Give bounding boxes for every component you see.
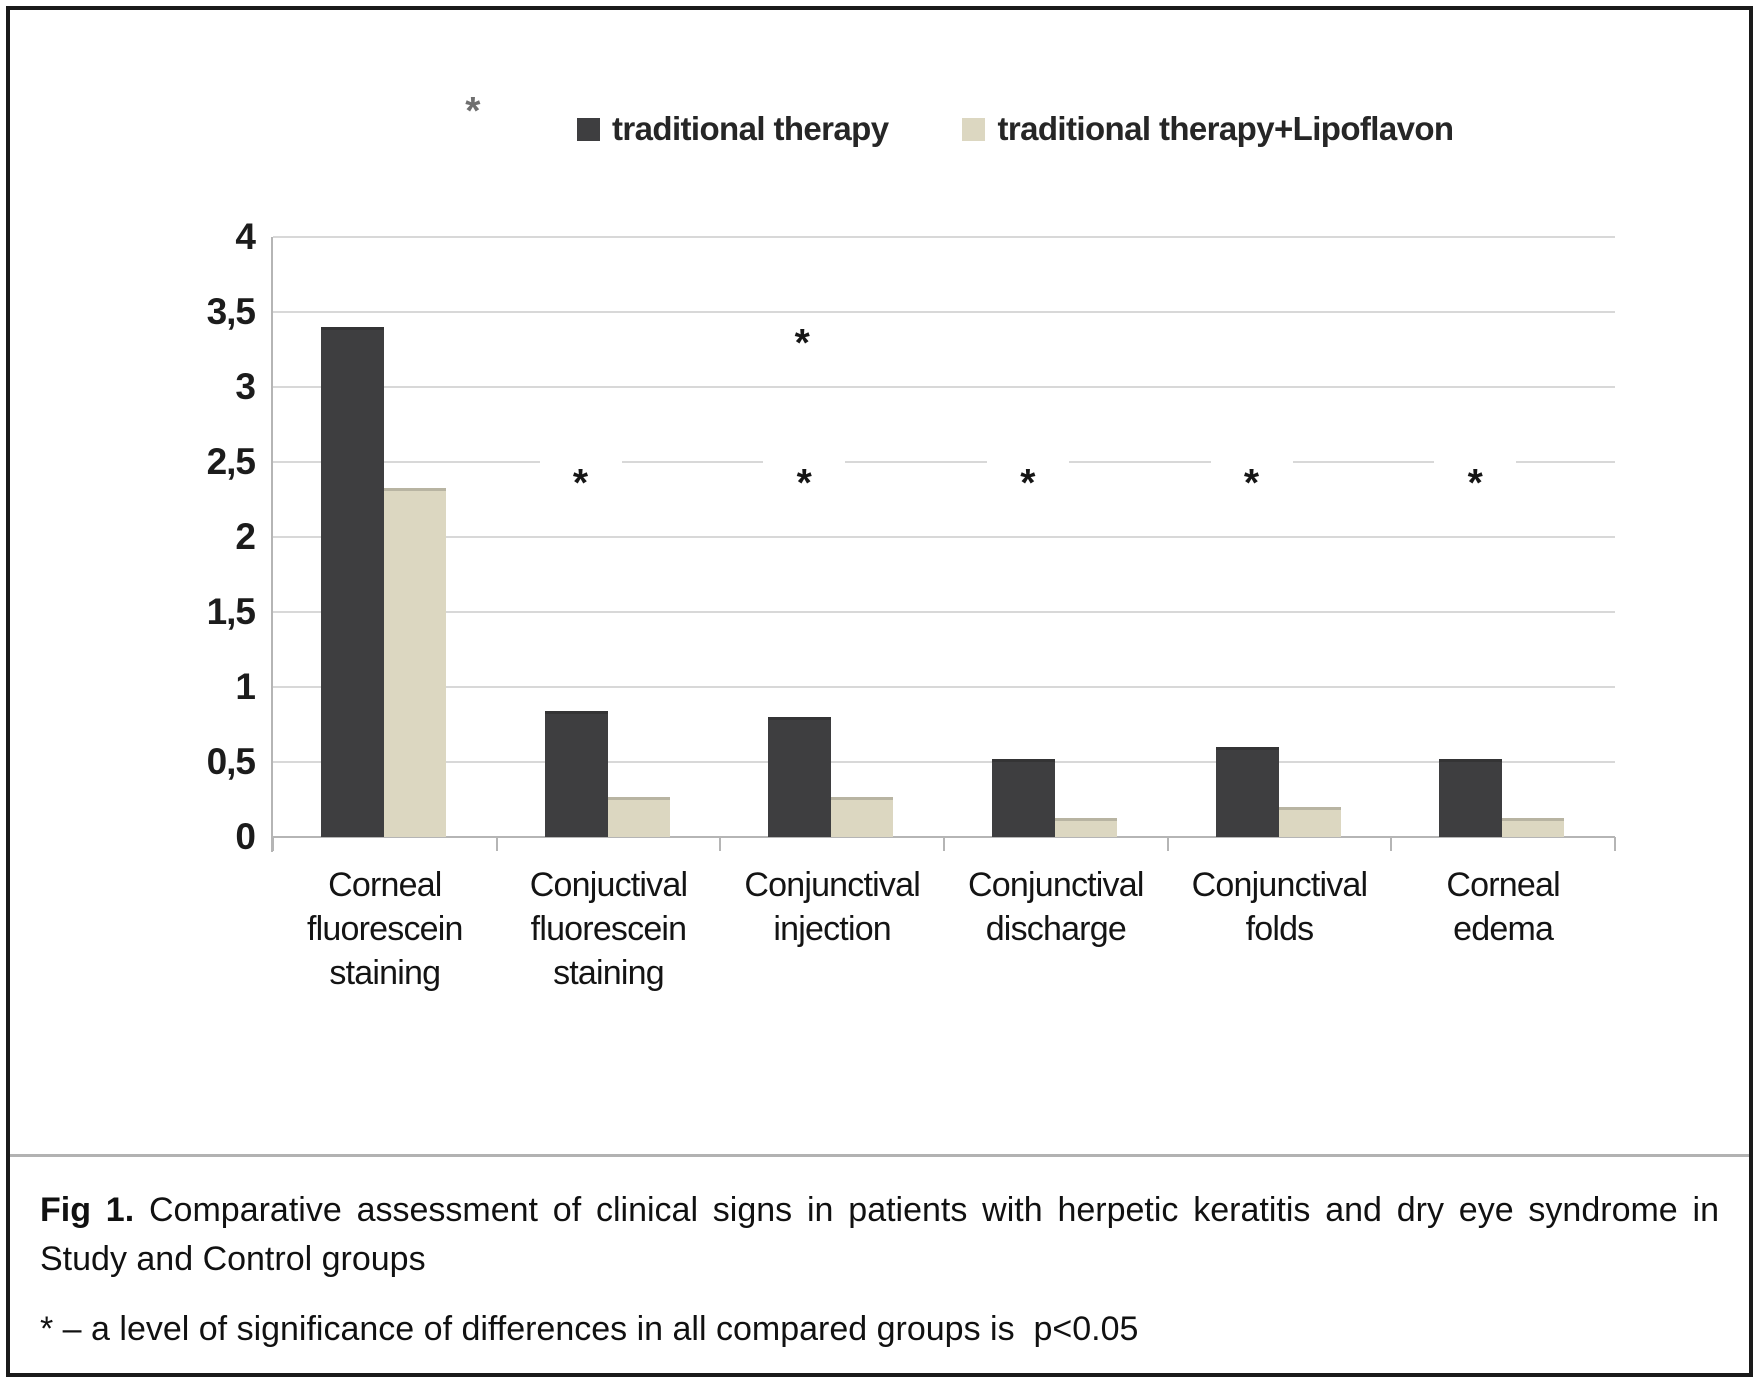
x-axis-tick bbox=[272, 837, 274, 851]
x-category-label: Conjunctival folds bbox=[1154, 863, 1406, 951]
x-category-label-line: edema bbox=[1453, 910, 1554, 948]
gridline bbox=[273, 611, 1615, 613]
gridline bbox=[273, 236, 1615, 238]
significance-footnote: * – a level of significance of differenc… bbox=[40, 1310, 1139, 1348]
x-category-label-line: Conjunctival bbox=[968, 866, 1144, 904]
legend-swatch-icon bbox=[962, 117, 986, 141]
y-tick-label: 3 bbox=[235, 366, 256, 407]
significance-asterisk: * bbox=[794, 322, 810, 365]
x-category-label: Corneal fluorescein staining bbox=[259, 863, 511, 995]
x-axis-tick bbox=[943, 837, 945, 851]
gridline-gap bbox=[1434, 457, 1517, 467]
x-axis-tick bbox=[1390, 837, 1393, 851]
figure-caption-text: Comparative assessment of clinical signs… bbox=[40, 1191, 1719, 1278]
x-category-label-line: folds bbox=[1245, 910, 1315, 948]
x-category-label-line: staining bbox=[329, 954, 441, 992]
y-tick-label: 0 bbox=[235, 816, 256, 857]
bar bbox=[991, 759, 1055, 837]
x-category-label: Conjunctival discharge bbox=[930, 863, 1182, 951]
y-tick-label: 3,5 bbox=[206, 291, 256, 332]
y-axis-line bbox=[271, 237, 273, 852]
x-category-label: Conjunctival injection bbox=[706, 863, 958, 951]
legend-item: traditional therapy+Lipoflavon bbox=[962, 110, 1454, 148]
x-category-label-line: fluorescein bbox=[530, 910, 687, 948]
chart-legend: traditional therapy traditional therapy+L… bbox=[577, 110, 1454, 148]
x-category-label-line: staining bbox=[553, 954, 665, 992]
figure-caption-label: Fig 1. bbox=[40, 1191, 135, 1229]
significance-asterisk: * bbox=[1467, 461, 1483, 505]
gridline-gap bbox=[763, 457, 846, 467]
bar bbox=[1215, 747, 1279, 837]
x-category-label-line: injection bbox=[773, 910, 891, 948]
legend-swatch-icon bbox=[577, 117, 600, 141]
x-category-label-line: Conjuctival bbox=[529, 866, 688, 904]
x-axis-tick bbox=[1614, 837, 1616, 851]
y-tick-label: 4 bbox=[235, 216, 256, 257]
y-tick-label: 2,5 bbox=[206, 441, 256, 482]
bar bbox=[831, 796, 894, 837]
legend-label: traditional therapy bbox=[612, 110, 889, 147]
bar bbox=[1502, 817, 1565, 837]
gridline bbox=[273, 311, 1615, 313]
x-axis-tick bbox=[1166, 837, 1169, 851]
x-category-label-line: discharge bbox=[985, 910, 1127, 948]
bar bbox=[1054, 817, 1117, 837]
gridline bbox=[273, 686, 1615, 688]
x-category-label-line: fluorescein bbox=[307, 910, 463, 948]
significance-asterisk: * bbox=[465, 89, 481, 133]
gridline-gap bbox=[1210, 457, 1293, 467]
significance-asterisk: * bbox=[572, 461, 589, 505]
x-category-label: Conjuctival fluorescein staining bbox=[483, 863, 735, 995]
bar bbox=[1278, 807, 1341, 837]
bar-chart: traditional therapy traditional therapy+L… bbox=[10, 10, 1749, 1150]
bar bbox=[383, 487, 446, 837]
legend-item: traditional therapy bbox=[577, 110, 889, 148]
y-tick-label: 1,5 bbox=[206, 591, 256, 632]
figure-caption: Fig 1. Comparative assessment of clinica… bbox=[40, 1186, 1719, 1284]
significance-asterisk: * bbox=[1243, 461, 1260, 505]
bar bbox=[607, 796, 670, 837]
figure-1: traditional therapy traditional therapy+L… bbox=[6, 6, 1753, 1377]
gridline-gap bbox=[986, 457, 1069, 467]
y-tick-label: 2 bbox=[235, 516, 256, 557]
bar bbox=[544, 711, 608, 837]
legend-label: traditional therapy+Lipoflavon bbox=[997, 110, 1454, 147]
bar bbox=[320, 327, 384, 837]
gridline bbox=[273, 761, 1615, 763]
bar bbox=[1439, 759, 1503, 837]
y-tick-label: 1 bbox=[235, 666, 256, 707]
x-category-label-line: Corneal bbox=[328, 866, 442, 904]
x-category-label-line: Corneal bbox=[1446, 866, 1560, 904]
x-category-label: Corneal edema bbox=[1377, 863, 1629, 951]
gridline-gap bbox=[539, 457, 622, 467]
x-axis-tick bbox=[719, 837, 722, 851]
significance-asterisk: * bbox=[1020, 461, 1036, 505]
section-divider bbox=[10, 1154, 1749, 1157]
gridline bbox=[273, 536, 1615, 538]
significance-asterisk: * bbox=[796, 461, 812, 505]
x-category-label-line: Conjunctival bbox=[1191, 866, 1368, 904]
bar bbox=[768, 717, 832, 837]
gridline bbox=[273, 386, 1615, 388]
x-category-label-line: Conjunctival bbox=[744, 866, 920, 904]
x-axis-tick bbox=[495, 837, 498, 851]
gridline bbox=[273, 461, 1615, 463]
y-tick-label: 0,5 bbox=[206, 741, 256, 782]
